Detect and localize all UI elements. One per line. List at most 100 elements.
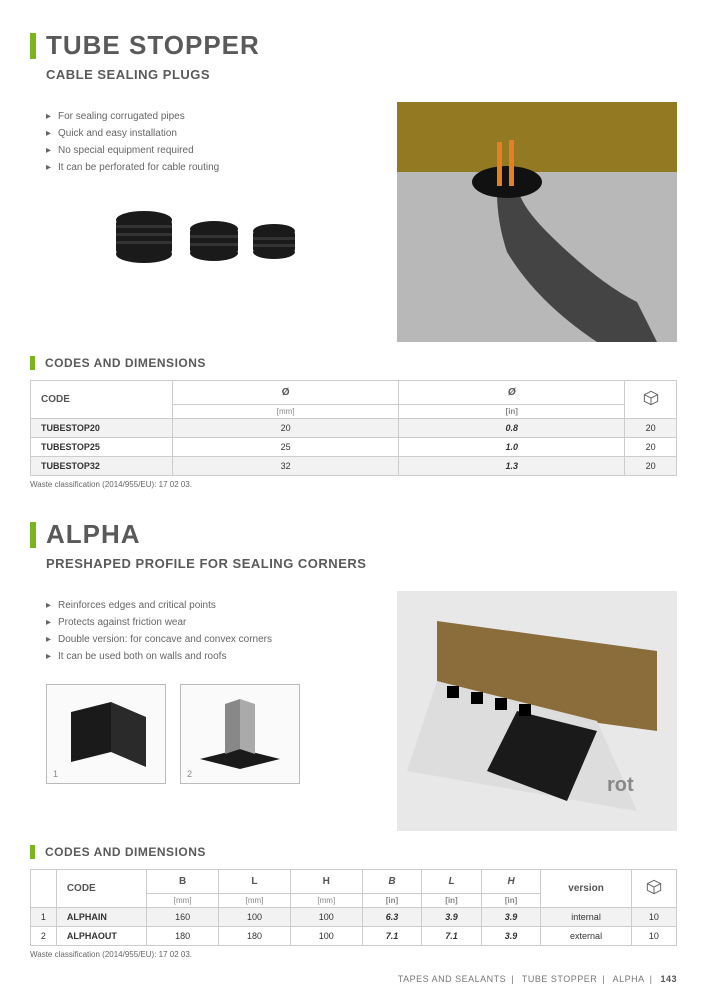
feature-item: For sealing corrugated pipes: [46, 110, 377, 124]
table-row: 2 ALPHAOUT 180 180 100 7.1 7.1 3.9 exter…: [31, 927, 677, 946]
cell-code: ALPHAIN: [56, 908, 146, 927]
codes-header: CODES AND DIMENSIONS: [30, 845, 677, 859]
cell-Bi: 7.1: [362, 927, 422, 946]
feature-item: No special equipment required: [46, 144, 377, 158]
cell-box: 10: [631, 927, 676, 946]
svg-text:rot: rot: [607, 774, 634, 796]
cell-Hi: 3.9: [481, 908, 541, 927]
unit-in: [in]: [422, 894, 482, 908]
col-version: version: [541, 870, 631, 908]
hero-image-placeholder: [397, 102, 677, 342]
cell-in: 1.3: [399, 457, 625, 476]
codes-table: CODE Ø Ø [mm] [in] TUBESTOP20 20 0.8 20 …: [30, 380, 677, 476]
feature-list: Reinforces edges and critical points Pro…: [46, 599, 377, 664]
col-box: [631, 870, 676, 908]
unit-in: [in]: [362, 894, 422, 908]
title-bar: TUBE STOPPER: [30, 30, 677, 61]
left-column: For sealing corrugated pipes Quick and e…: [30, 102, 377, 342]
cell-code: TUBESTOP25: [31, 438, 173, 457]
cell-code: ALPHAOUT: [56, 927, 146, 946]
cell-Li: 7.1: [422, 927, 482, 946]
cell-box: 10: [631, 908, 676, 927]
section-tube-stopper: TUBE STOPPER CABLE SEALING PLUGS For sea…: [30, 30, 677, 489]
cell-box: 20: [625, 457, 677, 476]
col-diam-mm: Ø: [173, 381, 399, 405]
thumbnail-1: 1: [46, 684, 166, 784]
feature-item: It can be used both on walls and roofs: [46, 650, 377, 664]
cell-code: TUBESTOP20: [31, 419, 173, 438]
cell-Li: 3.9: [422, 908, 482, 927]
unit-in: [in]: [481, 894, 541, 908]
accent-bar-small: [30, 356, 35, 370]
col-H: H: [290, 870, 362, 894]
cell-code: TUBESTOP32: [31, 457, 173, 476]
content-row: For sealing corrugated pipes Quick and e…: [30, 102, 677, 342]
table-row: TUBESTOP25 25 1.0 20: [31, 438, 677, 457]
unit-in: [in]: [399, 405, 625, 419]
unit-mm: [mm]: [173, 405, 399, 419]
product-image: [30, 195, 377, 280]
unit-mm: [mm]: [147, 894, 219, 908]
unit-mm: [mm]: [290, 894, 362, 908]
table-row: 1 ALPHAIN 160 100 100 6.3 3.9 3.9 intern…: [31, 908, 677, 927]
table-header-row: CODE B L H B L H version: [31, 870, 677, 894]
codes-table: CODE B L H B L H version [mm] [mm] [mm] …: [30, 869, 677, 946]
unit-mm: [mm]: [219, 894, 291, 908]
codes-header-text: CODES AND DIMENSIONS: [45, 356, 206, 370]
section-subtitle: PRESHAPED PROFILE FOR SEALING CORNERS: [46, 556, 677, 571]
table-row: TUBESTOP20 20 0.8 20: [31, 419, 677, 438]
cell-box: 20: [625, 419, 677, 438]
tube-stopper-illustration: [89, 195, 319, 275]
feature-item: Reinforces edges and critical points: [46, 599, 377, 613]
cell-Bi: 6.3: [362, 908, 422, 927]
col-Bi: B: [362, 870, 422, 894]
cell-in: 1.0: [399, 438, 625, 457]
thumb-number: 2: [187, 769, 192, 779]
section-title: TUBE STOPPER: [46, 30, 260, 61]
cell-box: 20: [625, 438, 677, 457]
cell-mm: 25: [173, 438, 399, 457]
cell-mm: 20: [173, 419, 399, 438]
section-subtitle: CABLE SEALING PLUGS: [46, 67, 677, 82]
col-Hi: H: [481, 870, 541, 894]
cell-mm: 32: [173, 457, 399, 476]
feature-list: For sealing corrugated pipes Quick and e…: [46, 110, 377, 175]
thumb-number: 1: [53, 769, 58, 779]
feature-item: Quick and easy installation: [46, 127, 377, 141]
breadcrumb: ALPHA: [613, 974, 645, 984]
cell-H: 100: [290, 927, 362, 946]
cell-B: 160: [147, 908, 219, 927]
waste-note: Waste classification (2014/955/EU): 17 0…: [30, 480, 677, 489]
section-alpha: ALPHA PRESHAPED PROFILE FOR SEALING CORN…: [30, 519, 677, 959]
title-bar: ALPHA: [30, 519, 677, 550]
content-row: Reinforces edges and critical points Pro…: [30, 591, 677, 831]
hero-image: [397, 102, 677, 342]
hero-image-placeholder: rot: [397, 591, 677, 831]
cell-H: 100: [290, 908, 362, 927]
hero-image: rot: [397, 591, 677, 831]
cell-n: 1: [31, 908, 57, 927]
accent-bar: [30, 33, 36, 59]
col-box: [625, 381, 677, 419]
cell-Hi: 3.9: [481, 927, 541, 946]
accent-bar-small: [30, 845, 35, 859]
col-Li: L: [422, 870, 482, 894]
col-code: CODE: [56, 870, 146, 908]
codes-header: CODES AND DIMENSIONS: [30, 356, 677, 370]
page-number: 143: [660, 974, 677, 984]
left-column: Reinforces edges and critical points Pro…: [30, 591, 377, 831]
feature-item: Protects against friction wear: [46, 616, 377, 630]
cell-n: 2: [31, 927, 57, 946]
cell-in: 0.8: [399, 419, 625, 438]
codes-header-text: CODES AND DIMENSIONS: [45, 845, 206, 859]
thumbnail-row: 1 2: [46, 684, 377, 784]
col-B: B: [147, 870, 219, 894]
accent-bar: [30, 522, 36, 548]
breadcrumb: TAPES AND SEALANTS: [398, 974, 506, 984]
package-icon: [646, 879, 662, 895]
col-code: CODE: [31, 381, 173, 419]
cell-version: external: [541, 927, 631, 946]
feature-item: It can be perforated for cable routing: [46, 161, 377, 175]
cell-L: 180: [219, 927, 291, 946]
cell-B: 180: [147, 927, 219, 946]
